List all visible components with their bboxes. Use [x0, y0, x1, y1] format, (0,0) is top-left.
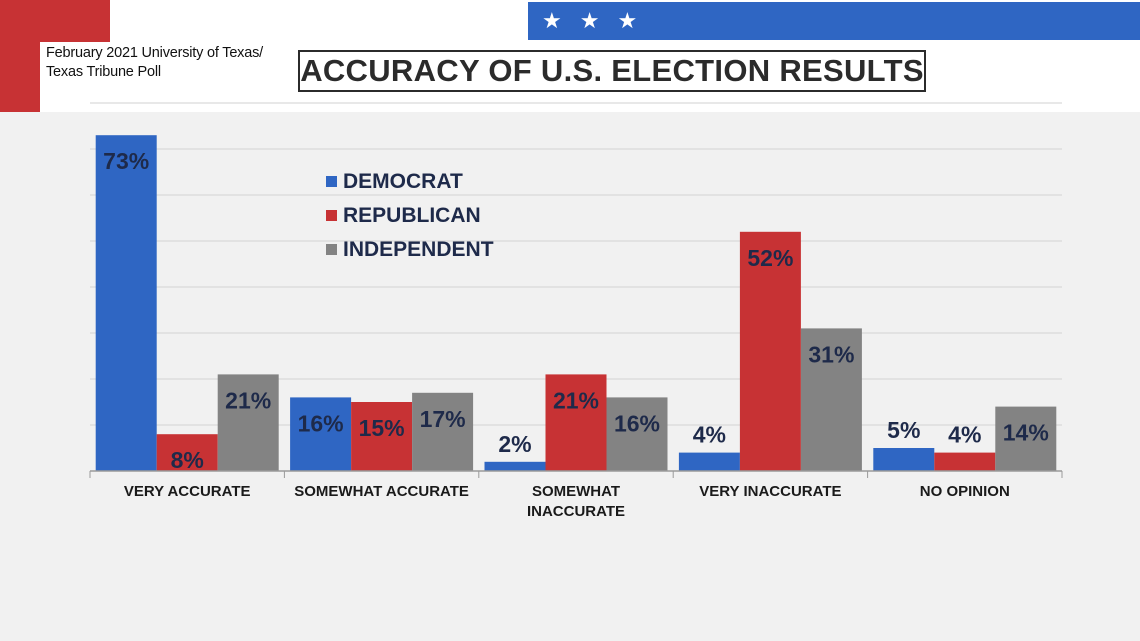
star-banner: ★ ★ ★ — [528, 2, 1140, 40]
data-label: 73% — [103, 148, 149, 174]
legend-label-independent: INDEPENDENT — [343, 238, 494, 261]
bar-democrat — [873, 448, 935, 471]
data-label: 15% — [359, 415, 405, 441]
bar-independent — [606, 397, 668, 471]
data-label: 4% — [948, 422, 981, 448]
poll-source-line-2: Texas Tribune Poll — [46, 64, 161, 80]
red-accent-block — [0, 0, 110, 42]
bar-republican — [934, 452, 996, 471]
data-label: 16% — [614, 410, 660, 436]
legend-swatch-republican — [326, 210, 337, 221]
bar-republican — [156, 434, 218, 471]
bar-democrat — [678, 452, 740, 471]
bar-independent — [995, 406, 1057, 471]
chart-title: ACCURACY OF U.S. ELECTION RESULTS — [298, 50, 926, 92]
bar-independent — [217, 374, 279, 471]
data-label: 2% — [498, 431, 531, 457]
category-label: SOMEWHAT — [532, 483, 620, 500]
red-accent-bar — [0, 42, 40, 112]
category-label: VERY INACCURATE — [699, 483, 841, 500]
bar-independent — [800, 328, 862, 471]
data-label: 31% — [808, 341, 854, 367]
star-icon: ★ — [617, 8, 638, 33]
legend-label-democrat: DEMOCRAT — [343, 170, 463, 193]
bar-independent — [412, 392, 474, 471]
star-icon: ★ — [579, 8, 600, 33]
legend-swatch-democrat — [326, 176, 337, 187]
data-label: 4% — [693, 422, 726, 448]
bar-democrat — [484, 461, 546, 471]
category-label: NO OPINION — [920, 483, 1010, 500]
bar-democrat — [290, 397, 352, 471]
category-label: SOMEWHAT ACCURATE — [294, 483, 469, 500]
category-label: VERY ACCURATE — [124, 483, 251, 500]
data-label: 21% — [225, 387, 271, 413]
data-label: 16% — [298, 410, 344, 436]
data-label: 14% — [1003, 420, 1049, 446]
star-icon: ★ — [542, 8, 562, 33]
category-label: INACCURATE — [527, 503, 625, 520]
data-label: 5% — [887, 417, 920, 443]
data-label: 8% — [171, 447, 204, 473]
data-label: 17% — [420, 406, 466, 432]
legend-label-republican: REPUBLICAN — [343, 204, 481, 227]
poll-source-line-1: February 2021 University of Texas/ — [46, 45, 263, 61]
legend-swatch-independent — [326, 244, 337, 255]
data-label: 21% — [553, 387, 599, 413]
poll-source: February 2021 University of Texas/ Texas… — [46, 44, 263, 82]
bar-republican — [739, 231, 801, 471]
bar-democrat — [95, 135, 157, 471]
bar-republican — [351, 402, 413, 471]
data-label: 52% — [747, 245, 793, 271]
bar-republican — [545, 374, 607, 471]
